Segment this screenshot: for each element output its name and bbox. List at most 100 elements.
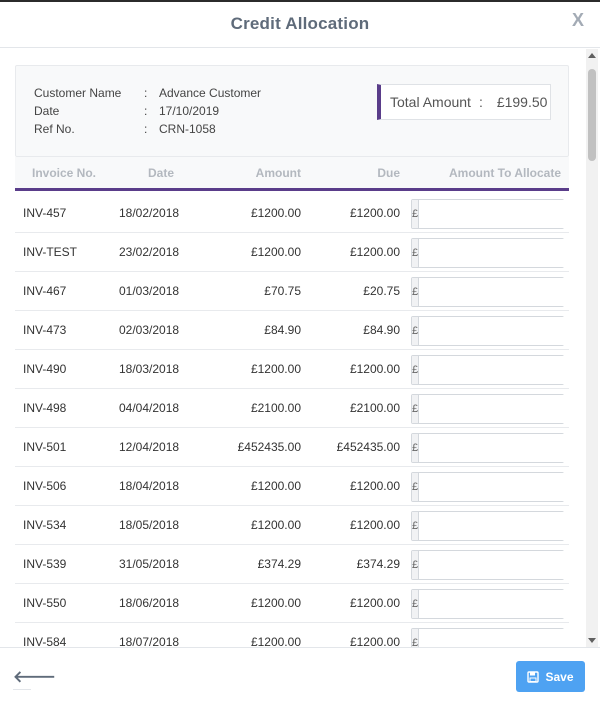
date-row: Date : 17/10/2019: [34, 102, 261, 120]
currency-prefix: £: [412, 356, 420, 384]
invoice-amount: £1200.00: [250, 635, 301, 647]
customer-name-label: Customer Name: [34, 86, 122, 100]
modal-body: Customer Name : Advance Customer Date : …: [0, 49, 600, 647]
invoice-number: INV-498: [23, 401, 67, 415]
header-invoice-no: Invoice No.: [32, 166, 97, 180]
table-row: INV-506 18/04/2018 £1200.00 £1200.00 £: [15, 467, 587, 506]
save-button[interactable]: Save: [516, 661, 585, 692]
invoice-number: INV-584: [23, 635, 67, 647]
invoice-date: 18/04/2018: [119, 479, 180, 493]
scroll-thumb[interactable]: [588, 69, 596, 161]
amount-to-allocate-input[interactable]: [419, 590, 587, 618]
invoice-due: £2100.00: [349, 401, 400, 415]
invoice-date: 01/03/2018: [119, 284, 180, 298]
header-amount: Amount: [255, 166, 301, 180]
invoice-due: £1200.00: [349, 245, 400, 259]
invoice-number: INV-539: [23, 557, 67, 571]
modal-footer: 🡐 Save: [0, 647, 600, 704]
invoice-amount: £1200.00: [250, 362, 301, 376]
invoice-date: 02/03/2018: [119, 323, 180, 337]
invoice-date: 18/02/2018: [119, 206, 180, 220]
date-value: 17/10/2019: [159, 104, 220, 118]
allocate-field: £: [411, 550, 587, 580]
invoice-due: £374.29: [356, 557, 400, 571]
amount-to-allocate-input[interactable]: [419, 551, 587, 579]
amount-to-allocate-input[interactable]: [419, 434, 587, 462]
amount-to-allocate-input[interactable]: [419, 473, 587, 501]
invoice-rows: INV-457 18/02/2018 £1200.00 £1200.00 £ INV-TE…: [15, 194, 587, 647]
table-row: INV-550 18/06/2018 £1200.00 £1200.00 £: [15, 584, 587, 623]
invoice-amount: £84.90: [264, 323, 301, 337]
allocate-field: £: [411, 316, 587, 346]
amount-to-allocate-input[interactable]: [419, 200, 587, 228]
allocate-field: £: [411, 511, 587, 541]
floppy-disk-icon: [527, 670, 540, 683]
header-amount-to-allocate: Amount To Allocate: [449, 166, 561, 180]
allocate-field: £: [411, 277, 587, 307]
currency-prefix: £: [412, 239, 420, 267]
invoice-amount: £374.29: [257, 557, 301, 571]
table-row: INV-TEST 23/02/2018 £1200.00 £1200.00 £: [15, 233, 587, 272]
allocate-field: £: [411, 628, 587, 647]
colon: :: [144, 104, 148, 118]
amount-to-allocate-input[interactable]: [419, 356, 587, 384]
scroll-up-icon[interactable]: [588, 53, 596, 58]
invoice-number: INV-506: [23, 479, 67, 493]
table-row: INV-539 31/05/2018 £374.29 £374.29 £: [15, 545, 587, 584]
amount-to-allocate-input[interactable]: [419, 512, 587, 540]
invoice-due: £1200.00: [349, 518, 400, 532]
allocate-field: £: [411, 199, 587, 229]
invoice-amount: £1200.00: [250, 245, 301, 259]
allocate-field: £: [411, 433, 587, 463]
amount-to-allocate-input[interactable]: [419, 239, 587, 267]
modal-title: Credit Allocation: [230, 14, 370, 33]
modal-header: Credit Allocation X: [0, 2, 600, 48]
customer-name-value: Advance Customer: [159, 86, 262, 100]
invoice-amount: £1200.00: [250, 518, 301, 532]
total-amount-label: Total Amount: [390, 94, 471, 110]
table-row: INV-501 12/04/2018 £452435.00 £452435.00 £: [15, 428, 587, 467]
invoice-date: 04/04/2018: [119, 401, 180, 415]
invoice-due: £1200.00: [349, 362, 400, 376]
invoice-due: £84.90: [363, 323, 400, 337]
invoice-due: £20.75: [363, 284, 400, 298]
summary-panel: Customer Name : Advance Customer Date : …: [15, 65, 569, 157]
header-date: Date: [148, 166, 175, 180]
amount-to-allocate-input[interactable]: [419, 629, 587, 647]
currency-prefix: £: [412, 317, 420, 345]
allocate-field: £: [411, 355, 587, 385]
invoice-amount: £2100.00: [250, 401, 301, 415]
scrollbar[interactable]: [586, 49, 598, 647]
currency-prefix: £: [412, 629, 420, 647]
invoice-amount: £70.75: [264, 284, 301, 298]
amount-to-allocate-input[interactable]: [419, 278, 587, 306]
amount-to-allocate-input[interactable]: [419, 395, 587, 423]
colon: :: [144, 86, 148, 100]
invoice-due: £1200.00: [349, 596, 400, 610]
invoice-number: INV-457: [23, 206, 67, 220]
invoice-due: £452435.00: [336, 440, 400, 454]
invoice-number: INV-TEST: [23, 245, 78, 259]
invoice-date: 23/02/2018: [119, 245, 180, 259]
allocate-field: £: [411, 589, 587, 619]
currency-prefix: £: [412, 434, 420, 462]
customer-name-row: Customer Name : Advance Customer: [34, 84, 261, 102]
arrow-left-icon[interactable]: 🡐: [13, 669, 56, 686]
table-header: Invoice No. Date Amount Due Amount To Al…: [15, 157, 569, 191]
amount-to-allocate-input[interactable]: [419, 317, 587, 345]
date-label: Date: [34, 104, 60, 118]
save-label: Save: [545, 669, 574, 684]
close-icon[interactable]: X: [571, 10, 584, 30]
table-row: INV-457 18/02/2018 £1200.00 £1200.00 £: [15, 194, 587, 233]
invoice-number: INV-534: [23, 518, 67, 532]
invoice-date: 31/05/2018: [119, 557, 180, 571]
currency-prefix: £: [412, 473, 420, 501]
invoice-amount: £1200.00: [250, 596, 301, 610]
table-row: INV-490 18/03/2018 £1200.00 £1200.00 £: [15, 350, 587, 389]
scroll-down-icon[interactable]: [588, 638, 596, 643]
invoice-date: 18/07/2018: [119, 635, 180, 647]
ref-row: Ref No. : CRN-1058: [34, 120, 261, 138]
table-row: INV-534 18/05/2018 £1200.00 £1200.00 £: [15, 506, 587, 545]
divider: [13, 689, 31, 690]
